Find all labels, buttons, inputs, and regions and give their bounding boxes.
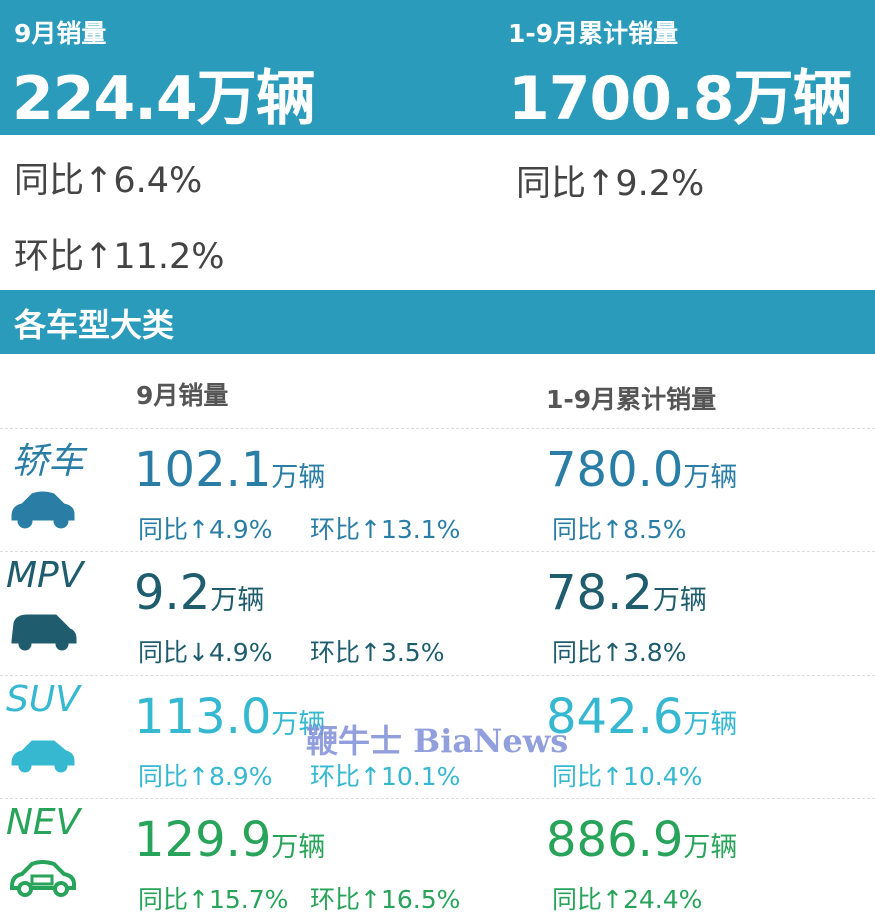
- column-month: 9月销量: [136, 381, 229, 410]
- ytd-sales: 780.0万辆: [546, 442, 738, 498]
- month-yoy: 同比↑4.9%: [138, 515, 273, 544]
- category-name: NEV: [6, 802, 81, 843]
- month-mom: 环比↑16.5%: [310, 885, 461, 914]
- ytd-sales: 78.2万辆: [546, 565, 707, 621]
- category-name: 轿车: [12, 441, 85, 482]
- month-mom: 环比↑10.1%: [310, 762, 461, 791]
- ytd-sales: 886.9万辆: [546, 812, 738, 868]
- row-divider: [0, 551, 875, 552]
- row-divider: [0, 428, 875, 429]
- row-divider: [0, 675, 875, 676]
- category-name: SUV: [6, 679, 80, 720]
- month-mom: 环比↑13.1%: [310, 515, 461, 544]
- nev-icon: [10, 860, 76, 897]
- month-value: 224.4万辆: [12, 64, 316, 134]
- mpv-icon: [11, 614, 77, 651]
- ytd-value: 1700.8万辆: [508, 64, 853, 134]
- month-yoy: 同比↑15.7%: [138, 885, 289, 914]
- month-sales: 102.1万辆: [134, 442, 326, 498]
- section-band: [0, 290, 875, 354]
- category-name: MPV: [6, 555, 84, 596]
- ytd-label: 1-9月累计销量: [508, 19, 679, 48]
- month-yoy: 同比↓4.9%: [138, 638, 273, 667]
- watermark: 鞭牛士 BiaNews: [306, 722, 569, 760]
- row-divider: [0, 798, 875, 799]
- sedan-icon: [11, 491, 75, 529]
- ytd-yoy: 同比↑3.8%: [552, 638, 687, 667]
- summary-header: [0, 0, 875, 135]
- month-sales: 129.9万辆: [134, 812, 326, 868]
- month-label: 9月销量: [14, 19, 107, 48]
- ytd-yoy: 同比↑9.2%: [516, 164, 705, 204]
- section-title: 各车型大类: [14, 306, 175, 344]
- ytd-yoy: 同比↑8.5%: [552, 515, 687, 544]
- ytd-sales: 842.6万辆: [546, 689, 738, 745]
- month-yoy: 同比↑8.9%: [138, 762, 273, 791]
- month-mom: 环比↑3.5%: [310, 638, 445, 667]
- month-yoy: 同比↑6.4%: [14, 161, 203, 201]
- ytd-yoy: 同比↑10.4%: [552, 762, 703, 791]
- ytd-yoy: 同比↑24.4%: [552, 885, 703, 914]
- suv-icon: [11, 740, 75, 773]
- month-sales: 9.2万辆: [134, 565, 265, 621]
- month-mom: 环比↑11.2%: [14, 237, 225, 277]
- column-ytd: 1-9月累计销量: [546, 385, 717, 414]
- month-sales: 113.0万辆: [134, 689, 326, 745]
